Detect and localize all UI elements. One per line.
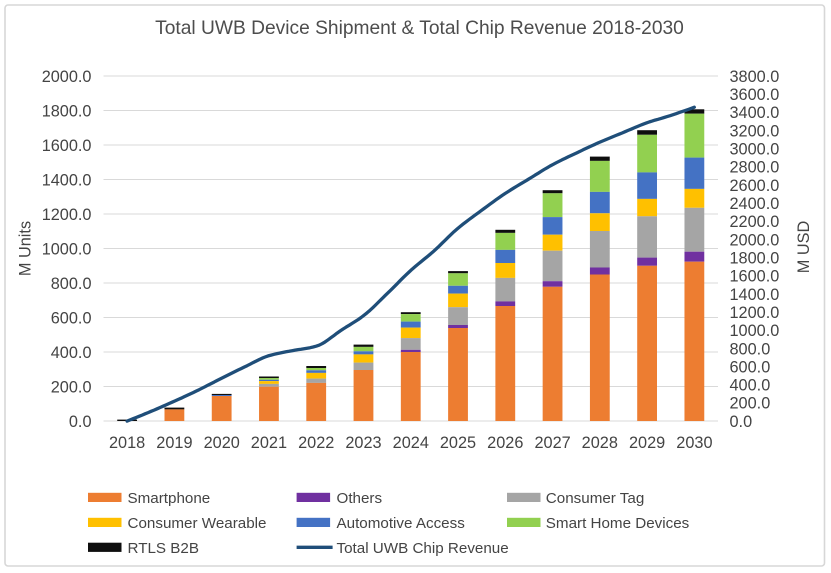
svg-text:2029: 2029: [629, 434, 665, 452]
svg-text:2018: 2018: [109, 434, 145, 452]
svg-text:1600.0: 1600.0: [42, 137, 92, 155]
svg-text:2028: 2028: [582, 434, 618, 452]
svg-text:2023: 2023: [345, 434, 381, 452]
svg-text:800.0: 800.0: [730, 340, 771, 358]
svg-text:2030: 2030: [676, 434, 712, 452]
svg-text:2022: 2022: [298, 434, 334, 452]
svg-text:Total UWB Device Shipment & To: Total UWB Device Shipment & Total Chip R…: [155, 18, 684, 39]
svg-text:Consumer Tag: Consumer Tag: [546, 490, 645, 507]
svg-text:1800.0: 1800.0: [42, 102, 92, 120]
svg-text:2024: 2024: [393, 434, 429, 452]
svg-text:RTLS B2B: RTLS B2B: [128, 540, 199, 557]
svg-text:400.0: 400.0: [730, 377, 771, 395]
svg-text:M Units: M Units: [16, 221, 34, 276]
svg-text:2200.0: 2200.0: [730, 213, 780, 231]
svg-text:0.0: 0.0: [730, 413, 753, 431]
svg-text:800.0: 800.0: [51, 275, 92, 293]
svg-text:600.0: 600.0: [730, 358, 771, 376]
svg-text:1400.0: 1400.0: [730, 286, 780, 304]
svg-text:Others: Others: [337, 490, 383, 507]
svg-text:3000.0: 3000.0: [730, 141, 780, 159]
svg-text:Consumer Wearable: Consumer Wearable: [128, 515, 267, 532]
svg-text:M USD: M USD: [795, 221, 813, 273]
svg-text:200.0: 200.0: [730, 395, 771, 413]
svg-text:2019: 2019: [156, 434, 192, 452]
svg-text:1000.0: 1000.0: [730, 322, 780, 340]
svg-text:1800.0: 1800.0: [730, 249, 780, 267]
svg-text:Smartphone: Smartphone: [128, 490, 211, 507]
svg-text:2600.0: 2600.0: [730, 177, 780, 195]
svg-text:3800.0: 3800.0: [730, 68, 780, 86]
svg-text:3200.0: 3200.0: [730, 122, 780, 140]
svg-text:400.0: 400.0: [51, 344, 92, 362]
svg-text:2027: 2027: [534, 434, 570, 452]
svg-text:2026: 2026: [487, 434, 523, 452]
svg-text:Total UWB Chip Revenue: Total UWB Chip Revenue: [337, 540, 509, 557]
svg-text:2800.0: 2800.0: [730, 159, 780, 177]
svg-text:2021: 2021: [251, 434, 287, 452]
svg-text:Smart Home Devices: Smart Home Devices: [546, 515, 690, 532]
svg-text:1600.0: 1600.0: [730, 268, 780, 286]
svg-text:Automotive Access: Automotive Access: [337, 515, 466, 532]
svg-text:2000.0: 2000.0: [42, 68, 92, 86]
svg-text:2000.0: 2000.0: [730, 231, 780, 249]
svg-text:0.0: 0.0: [69, 413, 92, 431]
svg-text:1400.0: 1400.0: [42, 171, 92, 189]
svg-text:1000.0: 1000.0: [42, 240, 92, 258]
svg-text:2025: 2025: [440, 434, 476, 452]
svg-text:3600.0: 3600.0: [730, 86, 780, 104]
svg-text:1200.0: 1200.0: [730, 304, 780, 322]
svg-text:600.0: 600.0: [51, 309, 92, 327]
svg-text:2400.0: 2400.0: [730, 195, 780, 213]
svg-text:1200.0: 1200.0: [42, 206, 92, 224]
svg-text:2020: 2020: [204, 434, 240, 452]
svg-text:3400.0: 3400.0: [730, 104, 780, 122]
svg-text:200.0: 200.0: [51, 378, 92, 396]
